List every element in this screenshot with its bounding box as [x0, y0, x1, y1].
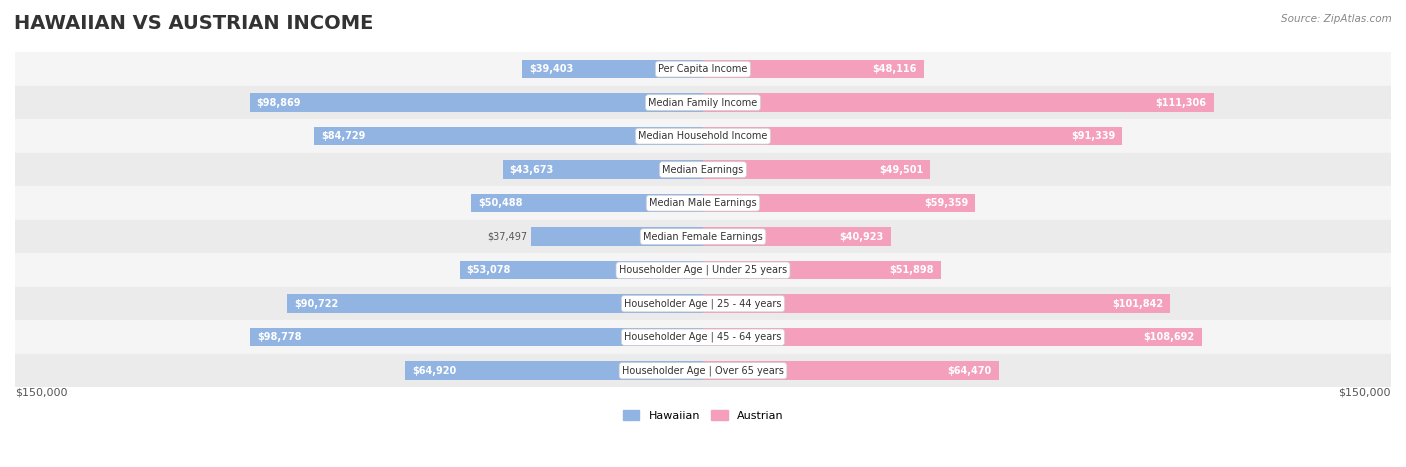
Text: Householder Age | 25 - 44 years: Householder Age | 25 - 44 years — [624, 298, 782, 309]
Bar — [703, 60, 924, 78]
Text: Median Male Earnings: Median Male Earnings — [650, 198, 756, 208]
Text: Median Family Income: Median Family Income — [648, 98, 758, 107]
Bar — [703, 328, 1202, 347]
Bar — [287, 295, 703, 313]
Text: $59,359: $59,359 — [924, 198, 969, 208]
Bar — [15, 254, 1391, 287]
Bar — [250, 328, 703, 347]
Text: Source: ZipAtlas.com: Source: ZipAtlas.com — [1281, 14, 1392, 24]
Text: $64,920: $64,920 — [412, 366, 457, 376]
Bar — [703, 295, 1170, 313]
Bar — [703, 127, 1122, 145]
Legend: Hawaiian, Austrian: Hawaiian, Austrian — [619, 406, 787, 425]
Text: $98,869: $98,869 — [256, 98, 301, 107]
Text: $50,488: $50,488 — [478, 198, 523, 208]
Bar — [15, 52, 1391, 86]
Text: Median Earnings: Median Earnings — [662, 165, 744, 175]
Bar — [15, 220, 1391, 254]
Text: $43,673: $43,673 — [509, 165, 554, 175]
Bar — [471, 194, 703, 212]
Text: $53,078: $53,078 — [467, 265, 510, 275]
Bar — [703, 194, 976, 212]
Bar — [315, 127, 703, 145]
Text: Median Female Earnings: Median Female Earnings — [643, 232, 763, 241]
Bar — [703, 361, 998, 380]
Bar — [15, 354, 1391, 388]
Text: $51,898: $51,898 — [890, 265, 934, 275]
Bar — [703, 93, 1213, 112]
Text: $150,000: $150,000 — [15, 388, 67, 397]
Bar — [460, 261, 703, 279]
Text: $108,692: $108,692 — [1143, 332, 1195, 342]
Bar — [249, 93, 703, 112]
Text: $37,497: $37,497 — [488, 232, 527, 241]
Bar — [703, 261, 941, 279]
Bar — [15, 320, 1391, 354]
Text: $48,116: $48,116 — [873, 64, 917, 74]
Text: Median Household Income: Median Household Income — [638, 131, 768, 141]
Text: $91,339: $91,339 — [1071, 131, 1115, 141]
Bar — [15, 287, 1391, 320]
Text: $101,842: $101,842 — [1112, 299, 1163, 309]
Bar — [15, 120, 1391, 153]
Bar — [522, 60, 703, 78]
Text: $150,000: $150,000 — [1339, 388, 1391, 397]
Bar — [531, 227, 703, 246]
Text: Householder Age | 45 - 64 years: Householder Age | 45 - 64 years — [624, 332, 782, 342]
Bar — [703, 161, 929, 179]
Text: Householder Age | Over 65 years: Householder Age | Over 65 years — [621, 366, 785, 376]
Text: $49,501: $49,501 — [879, 165, 924, 175]
Text: Per Capita Income: Per Capita Income — [658, 64, 748, 74]
Text: $40,923: $40,923 — [839, 232, 884, 241]
Text: $39,403: $39,403 — [529, 64, 574, 74]
Text: $64,470: $64,470 — [948, 366, 991, 376]
Bar — [15, 86, 1391, 120]
Text: $111,306: $111,306 — [1156, 98, 1206, 107]
Text: $98,778: $98,778 — [257, 332, 301, 342]
Bar — [703, 227, 890, 246]
Text: $90,722: $90,722 — [294, 299, 337, 309]
Text: HAWAIIAN VS AUSTRIAN INCOME: HAWAIIAN VS AUSTRIAN INCOME — [14, 14, 374, 33]
Text: $84,729: $84,729 — [321, 131, 366, 141]
Bar — [15, 153, 1391, 186]
Text: Householder Age | Under 25 years: Householder Age | Under 25 years — [619, 265, 787, 276]
Bar — [503, 161, 703, 179]
Bar — [405, 361, 703, 380]
Bar — [15, 186, 1391, 220]
